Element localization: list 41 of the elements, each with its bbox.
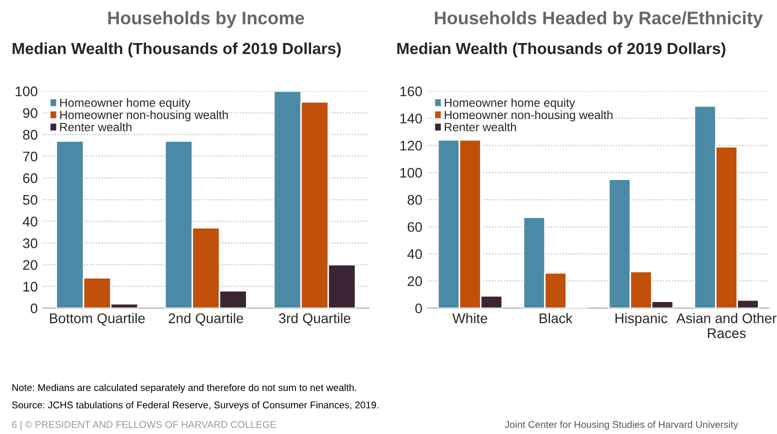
text: Note: Medians are calculated separately and therefore do not sum to net wealth. xyxy=(12,384,356,393)
legend-label: Homeowner home equity xyxy=(444,98,576,110)
legend-label: Renter wealth xyxy=(60,122,132,132)
x-tick-label: White xyxy=(452,313,488,324)
y-tick-label: 90 xyxy=(23,108,38,118)
y-tick-label: 40 xyxy=(407,249,422,260)
legend-label: Homeowner non-housing wealth xyxy=(60,110,228,122)
y-tick-label: 120 xyxy=(400,140,422,151)
x-tick-label: 2nd Quartile xyxy=(168,313,244,326)
y-tick-label: 50 xyxy=(22,194,38,205)
y-tick-label: 80 xyxy=(23,130,38,140)
text: Joint Center for Housing Studies of Harvard University xyxy=(504,420,738,430)
x-tick-label: Bottom Quartile xyxy=(50,313,145,326)
y-tick-label: 20 xyxy=(23,260,38,270)
chart-subtitle: Median Wealth (Thousands of 2019 Dollars) xyxy=(12,42,341,58)
y-tick-label: 140 xyxy=(400,114,422,124)
x-tick-label: Hispanic xyxy=(616,313,668,326)
chart-title: Households by Income xyxy=(108,11,304,28)
y-tick-label: 20 xyxy=(408,276,422,286)
chart-title: Households Headed by Race/Ethnicity xyxy=(434,11,763,28)
y-tick-label: 60 xyxy=(23,173,38,184)
y-tick-label: 70 xyxy=(23,152,38,162)
y-tick-label: 0 xyxy=(415,303,422,314)
y-tick-label: 10 xyxy=(23,282,38,292)
y-tick-label: 60 xyxy=(408,222,422,232)
y-tick-label: 100 xyxy=(16,86,38,96)
legend-label: Homeowner non-housing wealth xyxy=(444,110,612,122)
x-tick-label: Black xyxy=(540,313,573,324)
y-tick-label: 40 xyxy=(22,216,38,227)
chart-subtitle: Median Wealth (Thousands of 2019 Dollars) xyxy=(397,42,726,58)
source-note: Source: JCHS tabulations of Federal Reserve, Surveys of Consumer Finances, 2019. xyxy=(12,401,378,410)
legend-label: Renter wealth xyxy=(444,122,516,132)
y-tick-label: 0 xyxy=(30,303,38,314)
text: 6 | © PRESIDENT AND FELLOWS OF HARVARD COLLEGE xyxy=(12,420,276,430)
x-tick-label: Asian and Other Races xyxy=(676,313,776,338)
y-tick-label: 80 xyxy=(408,194,422,205)
y-tick-label: 160 xyxy=(400,86,422,96)
y-tick-label: 30 xyxy=(22,238,38,248)
legend-label: Homeowner home equity xyxy=(60,98,190,110)
x-tick-label: 3rd Quartile xyxy=(278,313,350,326)
y-tick-label: 100 xyxy=(400,168,422,178)
